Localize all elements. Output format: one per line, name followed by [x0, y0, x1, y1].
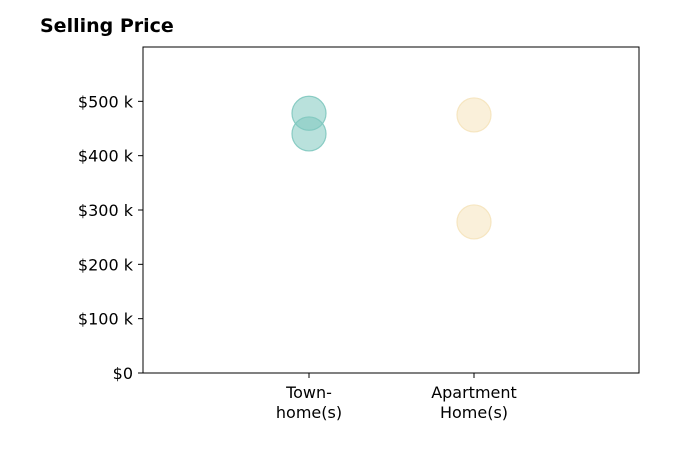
y-tick-label: $300 k	[78, 201, 134, 220]
data-point	[456, 97, 492, 133]
data-point	[456, 204, 492, 240]
x-tick-label: Apartment Home(s)	[431, 383, 517, 422]
x-tick-label: Town-home(s)	[276, 383, 342, 422]
chart-title: Selling Price	[40, 15, 174, 37]
y-tick-label: $100 k	[78, 310, 134, 329]
y-tick-label: $200 k	[78, 255, 134, 274]
y-tick-label: $500 k	[78, 92, 134, 111]
y-tick-label: $400 k	[78, 147, 134, 166]
plot-frame	[142, 46, 640, 374]
data-point	[291, 116, 327, 152]
y-tick-label: $0	[113, 364, 133, 383]
